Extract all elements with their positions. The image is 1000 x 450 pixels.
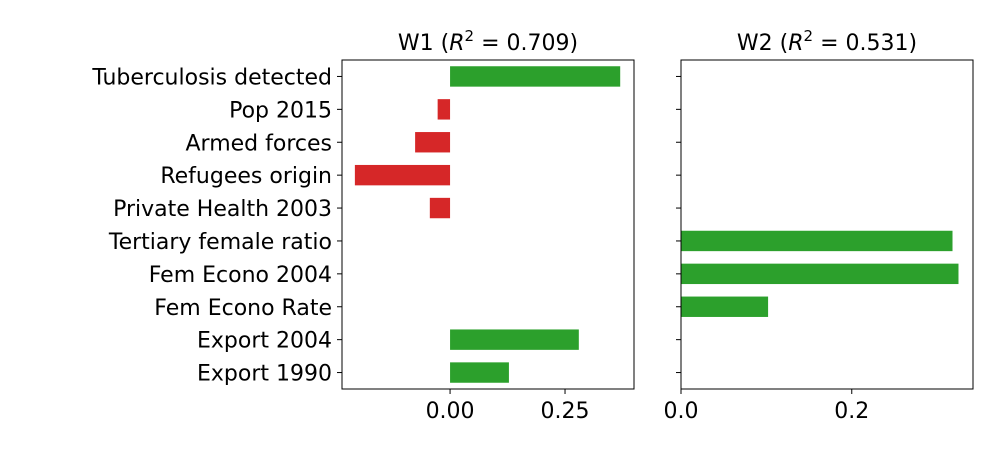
chart-title-w2: W2 (R2 = 0.531) — [737, 27, 917, 56]
title-value: = 0.709) — [474, 31, 578, 56]
chart-title-w1: W1 (R2 = 0.709) — [398, 27, 578, 56]
bar-w1-9 — [450, 362, 509, 383]
title-prefix: W2 ( — [737, 31, 788, 56]
ytick-label-4: Private Health 2003 — [113, 197, 332, 222]
xtick-label-w1-0: 0.00 — [426, 399, 475, 424]
ytick-label-5: Tertiary female ratio — [108, 230, 332, 255]
bar-w1-4 — [429, 197, 451, 219]
ytick-label-1: Pop 2015 — [229, 98, 332, 123]
panel-w1: Tuberculosis detected Pop 2015 Armed force… — [91, 27, 635, 424]
xtick-label-w2-1: 0.2 — [834, 399, 869, 424]
ytick-label-0: Tuberculosis detected — [91, 65, 332, 90]
bar-w1-3 — [354, 164, 451, 186]
axes-frame-w1 — [341, 59, 635, 390]
title-r-exponent: 2 — [804, 27, 814, 45]
bar-w2-7 — [681, 296, 769, 317]
ytick-label-6: Fem Econo 2004 — [149, 263, 332, 288]
ytick-label-7: Fem Econo Rate — [154, 296, 332, 321]
bar-w1-1 — [437, 99, 451, 120]
bar-w2-5 — [681, 230, 953, 252]
xtick-label-w1-1: 0.25 — [541, 399, 590, 424]
title-r-symbol: R — [788, 31, 803, 56]
panel-w2: 0.0 0.2 W2 (R2 = 0.531) — [664, 27, 974, 424]
axes-frame-w2 — [680, 59, 974, 390]
ytick-label-3: Refugees origin — [160, 164, 332, 189]
title-value: = 0.531) — [813, 31, 917, 56]
ytick-label-8: Export 2004 — [197, 329, 332, 354]
bar-w1-2 — [415, 132, 451, 153]
title-r-exponent: 2 — [465, 27, 475, 45]
title-prefix: W1 ( — [398, 31, 449, 56]
xtick-label-w2-0: 0.0 — [664, 399, 699, 424]
bar-w1-8 — [450, 329, 579, 350]
bar-w1-0 — [450, 66, 621, 87]
ytick-label-2: Armed forces — [186, 131, 333, 156]
ytick-label-9: Export 1990 — [197, 362, 332, 387]
title-r-symbol: R — [449, 31, 464, 56]
bar-w2-6 — [681, 263, 959, 285]
